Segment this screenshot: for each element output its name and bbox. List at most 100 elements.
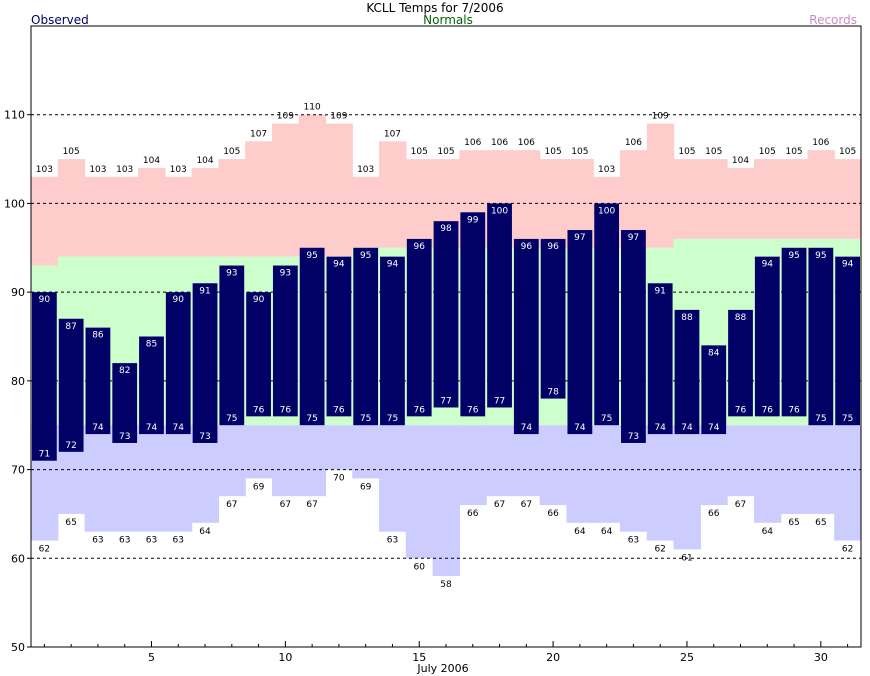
record-low-band bbox=[405, 425, 434, 559]
observed-bars-layer bbox=[32, 203, 860, 461]
record-high-band bbox=[191, 167, 220, 257]
observed-high-label: 98 bbox=[440, 224, 452, 234]
observed-high-label: 91 bbox=[654, 286, 665, 296]
observed-bar bbox=[406, 238, 432, 417]
observed-low-label: 75 bbox=[387, 414, 398, 424]
record-high-band bbox=[111, 176, 139, 257]
value-labels-layer: 103 62 90 71 105 65 87 72 103 63 86 74 103 63 82 73 104 6… bbox=[36, 103, 856, 590]
record-high-label: 104 bbox=[196, 156, 213, 166]
record-low-band bbox=[432, 425, 460, 577]
observed-low-label: 76 bbox=[413, 405, 425, 415]
record-low-label: 64 bbox=[199, 527, 211, 537]
record-low-label: 64 bbox=[574, 527, 586, 537]
observed-low-label: 73 bbox=[119, 432, 130, 442]
observed-low-label: 75 bbox=[815, 414, 826, 424]
observed-high-label: 96 bbox=[413, 242, 425, 252]
record-high-label: 105 bbox=[411, 147, 428, 157]
record-high-label: 105 bbox=[785, 147, 802, 157]
observed-bar bbox=[353, 247, 379, 426]
observed-bar bbox=[272, 265, 298, 417]
record-high-band bbox=[834, 159, 862, 239]
record-low-band bbox=[138, 425, 166, 532]
y-tick-label: 60 bbox=[11, 552, 25, 565]
record-high-label: 110 bbox=[304, 103, 321, 113]
y-tick-label: 100 bbox=[4, 197, 25, 210]
observed-bar bbox=[567, 230, 593, 435]
record-high-label: 106 bbox=[464, 138, 481, 148]
y-tick-label: 70 bbox=[11, 464, 25, 477]
record-low-band bbox=[379, 425, 407, 532]
record-high-label: 103 bbox=[89, 165, 106, 175]
record-high-band bbox=[379, 141, 407, 248]
observed-low-label: 75 bbox=[601, 414, 612, 424]
observed-bar bbox=[58, 318, 84, 452]
record-low-label: 67 bbox=[494, 500, 505, 510]
observed-high-label: 90 bbox=[253, 295, 265, 305]
observed-low-label: 74 bbox=[173, 423, 185, 433]
observed-bar bbox=[728, 309, 753, 417]
observed-high-label: 88 bbox=[735, 313, 747, 323]
record-low-band bbox=[753, 425, 782, 523]
observed-high-label: 90 bbox=[173, 295, 185, 305]
observed-bar bbox=[32, 292, 57, 461]
x-axis-label: July 2006 bbox=[416, 662, 468, 675]
record-high-band bbox=[84, 176, 112, 257]
record-low-label: 62 bbox=[842, 545, 853, 555]
record-high-label: 106 bbox=[491, 138, 508, 148]
record-high-label: 103 bbox=[598, 165, 615, 175]
record-high-label: 105 bbox=[571, 147, 588, 157]
record-low-label: 67 bbox=[521, 500, 532, 510]
observed-bar bbox=[754, 256, 780, 417]
record-high-label: 105 bbox=[63, 147, 80, 157]
legend-records: Records bbox=[809, 13, 857, 27]
record-high-band bbox=[138, 167, 166, 257]
record-high-label: 106 bbox=[812, 138, 829, 148]
record-high-label: 109 bbox=[330, 112, 347, 122]
record-high-band bbox=[218, 159, 246, 257]
x-tick-label: 10 bbox=[278, 651, 292, 664]
observed-bar bbox=[835, 256, 860, 426]
observed-low-label: 74 bbox=[521, 423, 533, 433]
observed-high-label: 84 bbox=[708, 348, 720, 358]
record-high-band bbox=[646, 123, 675, 248]
observed-bar bbox=[513, 238, 539, 435]
observed-low-label: 77 bbox=[494, 396, 505, 406]
record-high-label: 105 bbox=[705, 147, 722, 157]
record-low-label: 61 bbox=[681, 553, 692, 563]
legend-observed: Observed bbox=[31, 13, 89, 27]
observed-bar bbox=[192, 283, 218, 443]
record-low-label: 67 bbox=[226, 500, 237, 510]
record-low-band bbox=[512, 425, 541, 497]
observed-high-label: 91 bbox=[199, 286, 210, 296]
record-high-label: 105 bbox=[839, 147, 856, 157]
observed-high-label: 95 bbox=[815, 251, 826, 261]
observed-bar bbox=[701, 345, 727, 435]
record-low-band bbox=[352, 425, 380, 479]
observed-low-label: 74 bbox=[92, 423, 104, 433]
observed-high-label: 96 bbox=[547, 242, 559, 252]
record-high-band bbox=[753, 159, 782, 239]
observed-low-label: 76 bbox=[762, 405, 774, 415]
observed-bar bbox=[112, 363, 138, 443]
observed-high-label: 90 bbox=[39, 295, 51, 305]
observed-bar bbox=[647, 283, 673, 435]
observed-high-label: 97 bbox=[574, 233, 585, 243]
observed-high-label: 95 bbox=[788, 251, 799, 261]
record-low-label: 62 bbox=[654, 545, 665, 555]
record-high-band bbox=[807, 150, 835, 239]
observed-low-label: 72 bbox=[65, 441, 76, 451]
observed-high-label: 88 bbox=[681, 313, 693, 323]
record-low-band bbox=[218, 425, 246, 497]
record-low-label: 63 bbox=[119, 536, 130, 546]
record-low-label: 66 bbox=[547, 509, 559, 519]
observed-low-label: 73 bbox=[199, 432, 210, 442]
record-high-label: 103 bbox=[36, 165, 53, 175]
record-high-label: 109 bbox=[652, 112, 669, 122]
y-tick-label: 90 bbox=[11, 286, 25, 299]
x-tick-label: 30 bbox=[814, 651, 828, 664]
observed-bar bbox=[246, 292, 271, 417]
observed-low-label: 74 bbox=[708, 423, 720, 433]
record-high-label: 104 bbox=[732, 156, 749, 166]
observed-bar bbox=[808, 247, 834, 426]
record-low-band bbox=[834, 425, 862, 541]
